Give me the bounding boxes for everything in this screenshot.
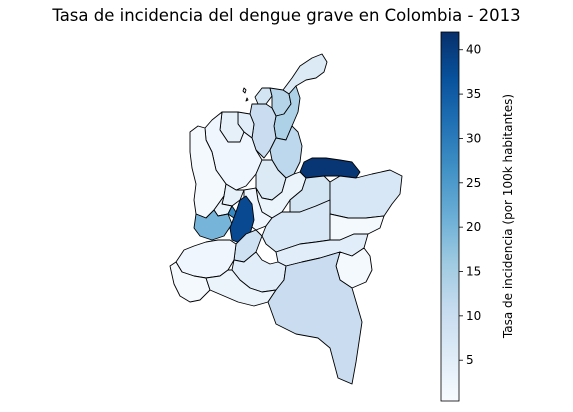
- colorbar-tick-label: 5: [466, 353, 474, 367]
- map-title: Tasa de incidencia del dengue grave en C…: [52, 6, 521, 25]
- region-30: [205, 269, 277, 307]
- colorbar-tick-label: 40: [466, 43, 481, 57]
- colorbar-tick-label: 35: [466, 87, 481, 101]
- colorbar-tick-label: 15: [466, 264, 481, 278]
- colorbar-label: Tasa de incidencia (por 100k habitantes): [501, 93, 515, 339]
- region-1: [282, 53, 328, 95]
- colorbar-ticks: 5 10 15 20 25 30 35 40: [459, 43, 481, 367]
- colorbar-tick-label: 25: [466, 176, 481, 190]
- region-31: [267, 251, 363, 385]
- colorbar-tick-label: 20: [466, 220, 481, 234]
- region-0: [242, 87, 249, 102]
- colorbar-tick-label: 10: [466, 309, 481, 323]
- region-15: [329, 169, 403, 219]
- colorbar: 5 10 15 20 25 30 35 40: [440, 31, 481, 402]
- colorbar-tick-label: 30: [466, 131, 481, 145]
- region-2: [254, 87, 273, 105]
- region-8: [269, 125, 303, 179]
- region-12: [299, 157, 361, 179]
- regions-layer: [169, 53, 403, 385]
- colorbar-gradient: [440, 31, 460, 402]
